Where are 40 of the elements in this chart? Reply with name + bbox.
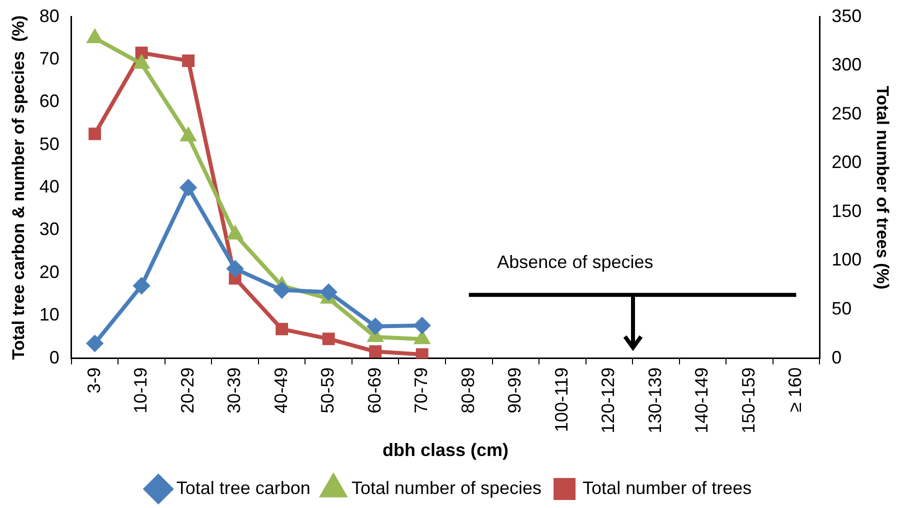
x-tick-label: 20-29 [177,367,198,414]
y-tick-label: 0 [49,347,60,368]
x-tick-label: 140-149 [692,367,712,434]
y-tick-label: 60 [39,91,60,112]
x-tick-label: 60-69 [364,367,384,414]
x-tick-label: 120-129 [598,367,618,434]
y2-tick-label: 250 [832,103,862,124]
x-tick-label: 3-9 [84,367,104,394]
y2-tick-label: 200 [832,152,862,172]
y2-tick-label: 150 [832,200,862,221]
x-tick-label: 80-89 [458,367,478,414]
x-tick-label: 10-19 [130,367,151,414]
x-axis-title: dbh class (cm) [382,440,509,460]
y-tick-label: 50 [39,134,60,154]
x-tick-label: 70-79 [411,367,432,414]
y-tick-label: 40 [39,176,60,197]
x-tick-label: 130-139 [644,367,665,434]
legend-label: Total number of trees [582,478,752,498]
y2-tick-label: 50 [832,298,852,319]
x-tick-label: 150-159 [738,367,758,434]
x-tick-label: 50-59 [318,367,338,414]
y-tick-label: 70 [39,48,60,68]
annotation: Absence of species [497,252,654,272]
y-tick-label: 80 [39,6,60,26]
x-tick-label: 40-49 [270,367,291,414]
y-tick-label: 30 [39,219,60,240]
y2-axis-title: Total number of trees (%) [873,86,892,290]
y2-tick-label: 100 [832,250,862,270]
y-tick-label: 20 [39,262,60,282]
legend-label: Total number of species [351,478,542,498]
y-tick-label: 10 [39,304,60,325]
x-tick-label: ≥ 160 [785,367,806,412]
x-tick-label: 100-119 [551,367,572,432]
y-axis-title: Total tree carbon & number of species (%) [8,15,28,360]
y2-tick-label: 300 [832,54,862,75]
x-tick-label: 30-39 [224,367,244,414]
y2-tick-label: 350 [832,6,862,26]
x-tick-label: 90-99 [504,367,525,414]
y2-tick-label: 0 [832,347,842,368]
legend-label: Total tree carbon [176,478,310,498]
